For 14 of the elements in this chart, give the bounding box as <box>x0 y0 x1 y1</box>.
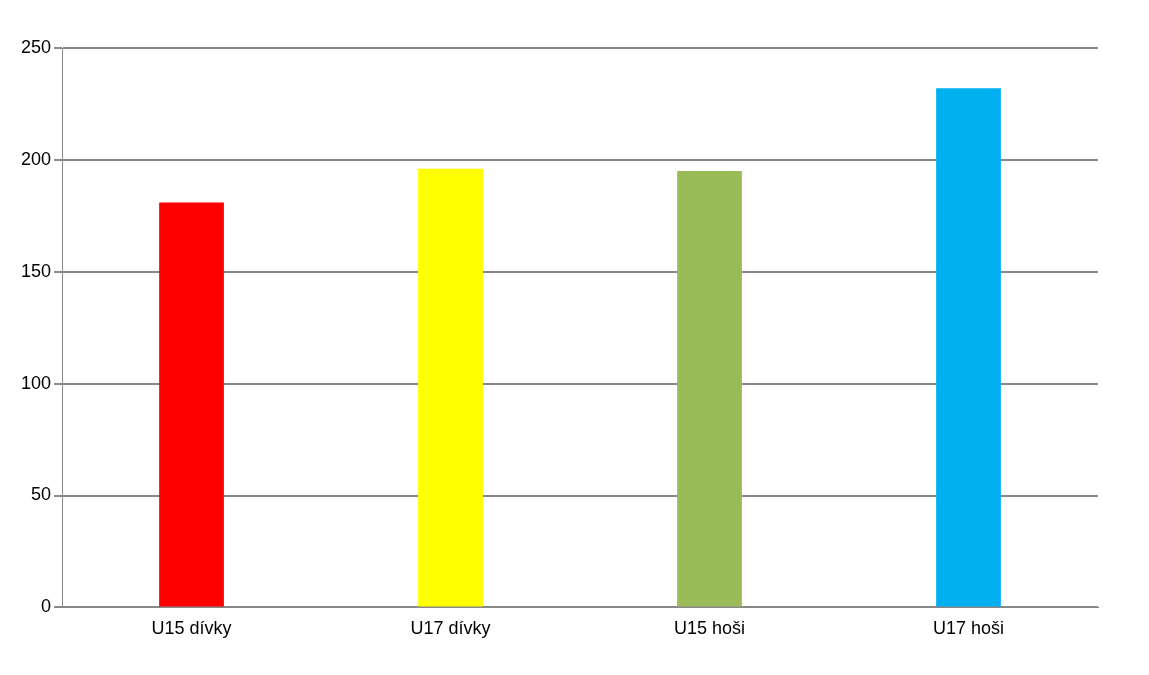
y-tick-label: 0 <box>41 596 52 617</box>
x-tick-label: U17 dívky <box>410 618 491 639</box>
bar <box>418 168 483 607</box>
bar <box>159 202 224 607</box>
y-tick-label: 250 <box>20 36 52 57</box>
x-tick-label: U15 dívky <box>151 618 232 639</box>
y-tick-label: 150 <box>20 260 52 281</box>
y-tick-label: 200 <box>20 148 52 169</box>
x-tick-label: U15 hoši <box>673 618 746 639</box>
bar <box>677 171 742 607</box>
bar <box>936 88 1001 607</box>
y-tick-label: 50 <box>31 484 52 505</box>
y-tick-label: 100 <box>20 372 52 393</box>
x-tick-label: U17 hoši <box>932 618 1005 639</box>
